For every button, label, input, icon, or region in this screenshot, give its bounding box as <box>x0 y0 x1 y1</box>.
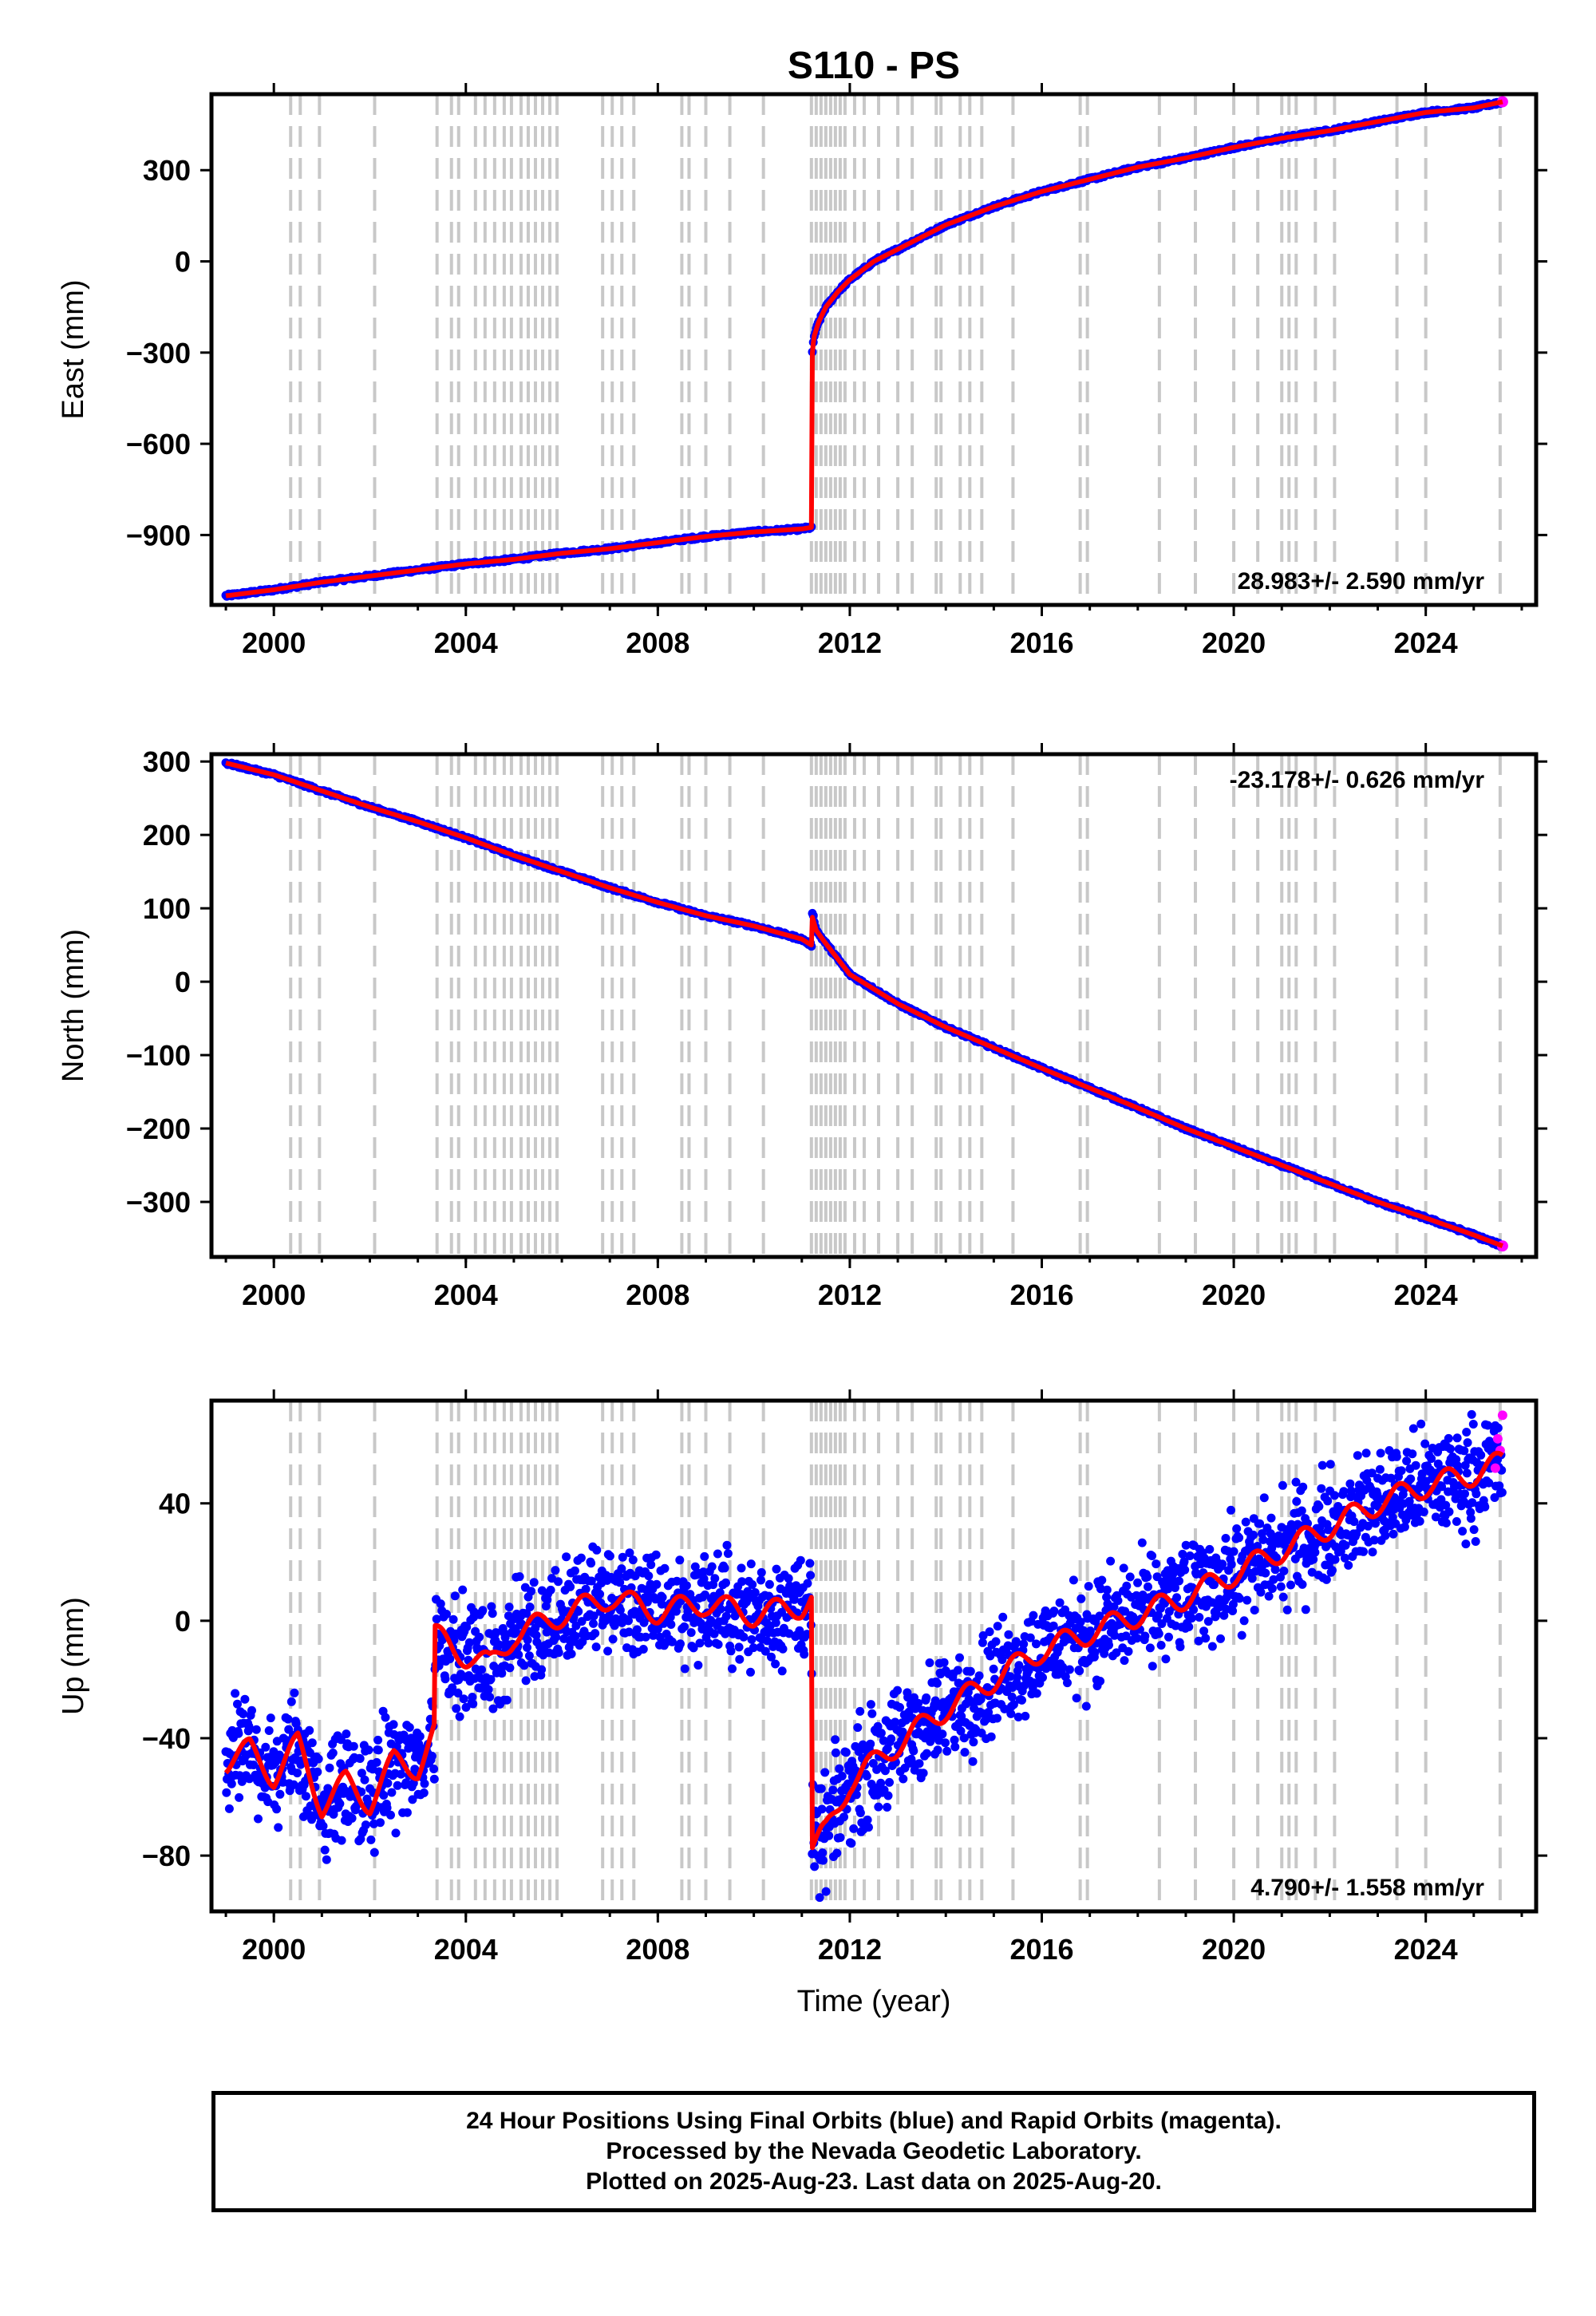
data-points <box>221 758 1508 1252</box>
model-fit-line <box>224 761 1504 1248</box>
plot-frame <box>209 752 1539 1259</box>
panel-north: 2000 2004 2008 2012 2016 2020 2024 300 200 100 0 −1… <box>57 743 1547 1311</box>
x-tick-label: 2012 <box>818 626 882 659</box>
x-tick-label: 2020 <box>1202 1279 1266 1311</box>
x-tick-label: 2000 <box>242 1933 306 1966</box>
plot-frame <box>209 92 1539 607</box>
x-axis-label: Time (year) <box>797 1985 951 2018</box>
y-tick-label: 100 <box>143 892 191 925</box>
final-orbit-points <box>221 1409 1507 1903</box>
chart-title: S110 - PS <box>788 45 960 87</box>
model-fit-line <box>223 1450 1504 1851</box>
x-tick-label: 2016 <box>1009 1933 1073 1966</box>
y-tick-label: 200 <box>143 819 191 852</box>
y-tick-label: −900 <box>126 519 191 551</box>
equipment-change-lines <box>289 94 1502 605</box>
footer-line-1: 24 Hour Positions Using Final Orbits (bl… <box>466 2108 1282 2134</box>
x-tick-label: 2004 <box>434 1279 498 1311</box>
plot-frame <box>209 1398 1539 1914</box>
data-points <box>221 1409 1507 1903</box>
y-axis-label: Up (mm) <box>57 1597 90 1715</box>
rapid-orbit-point <box>1497 1410 1507 1421</box>
x-tick-label: 2020 <box>1202 1933 1266 1966</box>
y-tick-label: 300 <box>143 745 191 778</box>
y-tick-label: −100 <box>126 1039 191 1072</box>
footer-box: 24 Hour Positions Using Final Orbits (bl… <box>211 2091 1536 2212</box>
data-points <box>221 96 1508 601</box>
model-fit-line <box>224 99 1504 599</box>
y-tick-label: 300 <box>143 154 191 187</box>
x-tick-label: 2008 <box>626 1933 689 1966</box>
x-tick-label: 2000 <box>242 626 306 659</box>
rapid-orbit-point <box>1490 1463 1500 1473</box>
x-tick-label: 2016 <box>1009 626 1073 659</box>
y-tick-label: 0 <box>175 246 191 279</box>
y-axis-label: East (mm) <box>57 279 90 419</box>
y-tick-label: −300 <box>126 337 191 370</box>
x-tick-label: 2020 <box>1202 626 1266 659</box>
x-tick-label: 2004 <box>434 626 498 659</box>
y-axis-label: North (mm) <box>57 929 90 1082</box>
y-tick-label: −80 <box>142 1840 191 1872</box>
y-tick-label: −40 <box>142 1722 191 1755</box>
equipment-change-lines <box>289 754 1502 1257</box>
y-tick-label: −300 <box>126 1186 191 1219</box>
x-tick-label: 2016 <box>1009 1279 1073 1311</box>
velocity-label: -23.178+/- 0.626 mm/yr <box>1230 767 1485 793</box>
footer-line-2: Processed by the Nevada Geodetic Laborat… <box>606 2138 1142 2164</box>
x-tick-label: 2024 <box>1394 1933 1458 1966</box>
y-tick-label: 40 <box>159 1488 191 1520</box>
y-tick-label: 0 <box>175 1605 191 1638</box>
x-tick-label: 2000 <box>242 1279 306 1311</box>
y-tick-label: −200 <box>126 1113 191 1145</box>
y-tick-label: −600 <box>126 428 191 460</box>
equipment-change-lines <box>289 1401 1502 1911</box>
y-tick-label: 0 <box>175 966 191 998</box>
velocity-label: 4.790+/- 1.558 mm/yr <box>1250 1875 1484 1901</box>
x-tick-label: 2024 <box>1394 1279 1458 1311</box>
velocity-label: 28.983+/- 2.590 mm/yr <box>1238 568 1485 595</box>
rapid-orbit-point <box>1492 1433 1503 1444</box>
x-tick-label: 2012 <box>818 1933 882 1966</box>
panel-up: 2000 2004 2008 2012 2016 2020 2024 40 0 −40 −80 Up … <box>57 1389 1547 1966</box>
panel-east: 2000 2004 2008 2012 2016 2020 2024 300 0 −300 −600… <box>57 83 1547 659</box>
x-tick-label: 2008 <box>626 626 689 659</box>
x-tick-label: 2024 <box>1394 626 1458 659</box>
footer-line-3: Plotted on 2025-Aug-23. Last data on 202… <box>586 2168 1162 2195</box>
x-tick-label: 2008 <box>626 1279 689 1311</box>
x-tick-label: 2012 <box>818 1279 882 1311</box>
x-tick-label: 2004 <box>434 1933 498 1966</box>
